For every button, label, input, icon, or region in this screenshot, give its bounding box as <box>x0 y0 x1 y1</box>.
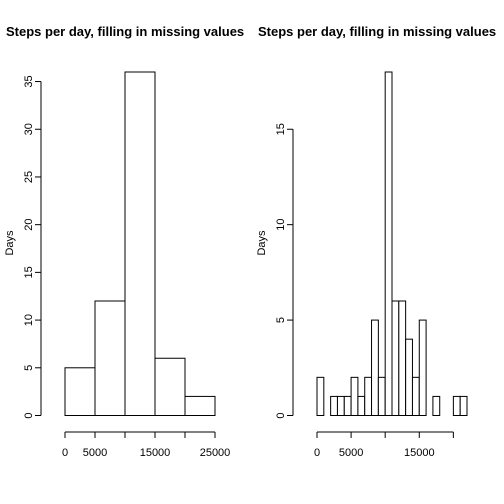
y-tick-label: 0 <box>275 412 287 418</box>
x-tick-label: 25000 <box>200 447 231 459</box>
y-tick-label: 5 <box>275 317 287 323</box>
y-tick-label: 5 <box>23 365 35 371</box>
y-tick-label: 25 <box>23 171 35 183</box>
histogram-bar <box>330 395 338 416</box>
histogram-bar <box>357 395 366 416</box>
x-tick-label: 5000 <box>83 447 107 459</box>
chart-title: Steps per day, filling in missing values <box>258 24 496 39</box>
histogram-bar <box>350 376 359 417</box>
x-tick-label: 15000 <box>140 447 171 459</box>
histogram-panel-1: Steps per day, filling in missing values… <box>4 24 244 459</box>
histogram-bar <box>154 357 186 416</box>
histogram-bar <box>343 395 352 416</box>
histogram-bar <box>398 300 407 416</box>
y-tick-label: 10 <box>23 314 35 326</box>
histogram-bar <box>364 376 373 417</box>
y-axis-label: Days <box>256 230 268 256</box>
histogram-bar <box>432 395 441 416</box>
histogram-bar <box>384 71 393 416</box>
histogram-bar <box>377 376 386 417</box>
histogram-bar <box>411 376 420 417</box>
x-tick-label: 0 <box>62 447 68 459</box>
histogram-bar <box>94 300 126 416</box>
histogram-bar <box>316 376 325 417</box>
x-tick-label: 5000 <box>339 447 363 459</box>
chart-title: Steps per day, filling in missing values <box>6 24 244 39</box>
y-tick-label: 20 <box>23 219 35 231</box>
histogram-bar <box>336 395 345 416</box>
histogram-panel-2: Steps per day, filling in missing values… <box>256 24 496 459</box>
y-tick-label: 15 <box>275 123 287 135</box>
histogram-bar <box>418 319 427 417</box>
histogram-bar <box>124 71 156 416</box>
x-tick-label: 0 <box>314 447 320 459</box>
y-tick-label: 30 <box>23 123 35 135</box>
y-axis-label: Days <box>4 230 16 256</box>
histogram-bar <box>452 395 461 416</box>
histogram-bar <box>391 300 400 416</box>
histogram-bar <box>371 319 379 417</box>
y-tick-label: 35 <box>23 75 35 87</box>
histogram-bar <box>64 367 96 416</box>
histogram-bar <box>405 338 413 416</box>
y-tick-label: 0 <box>23 412 35 418</box>
histogram-bar <box>184 395 216 416</box>
y-tick-label: 10 <box>275 219 287 231</box>
x-tick-label: 15000 <box>404 447 435 459</box>
y-tick-label: 15 <box>23 266 35 278</box>
histogram-bar <box>459 395 468 416</box>
